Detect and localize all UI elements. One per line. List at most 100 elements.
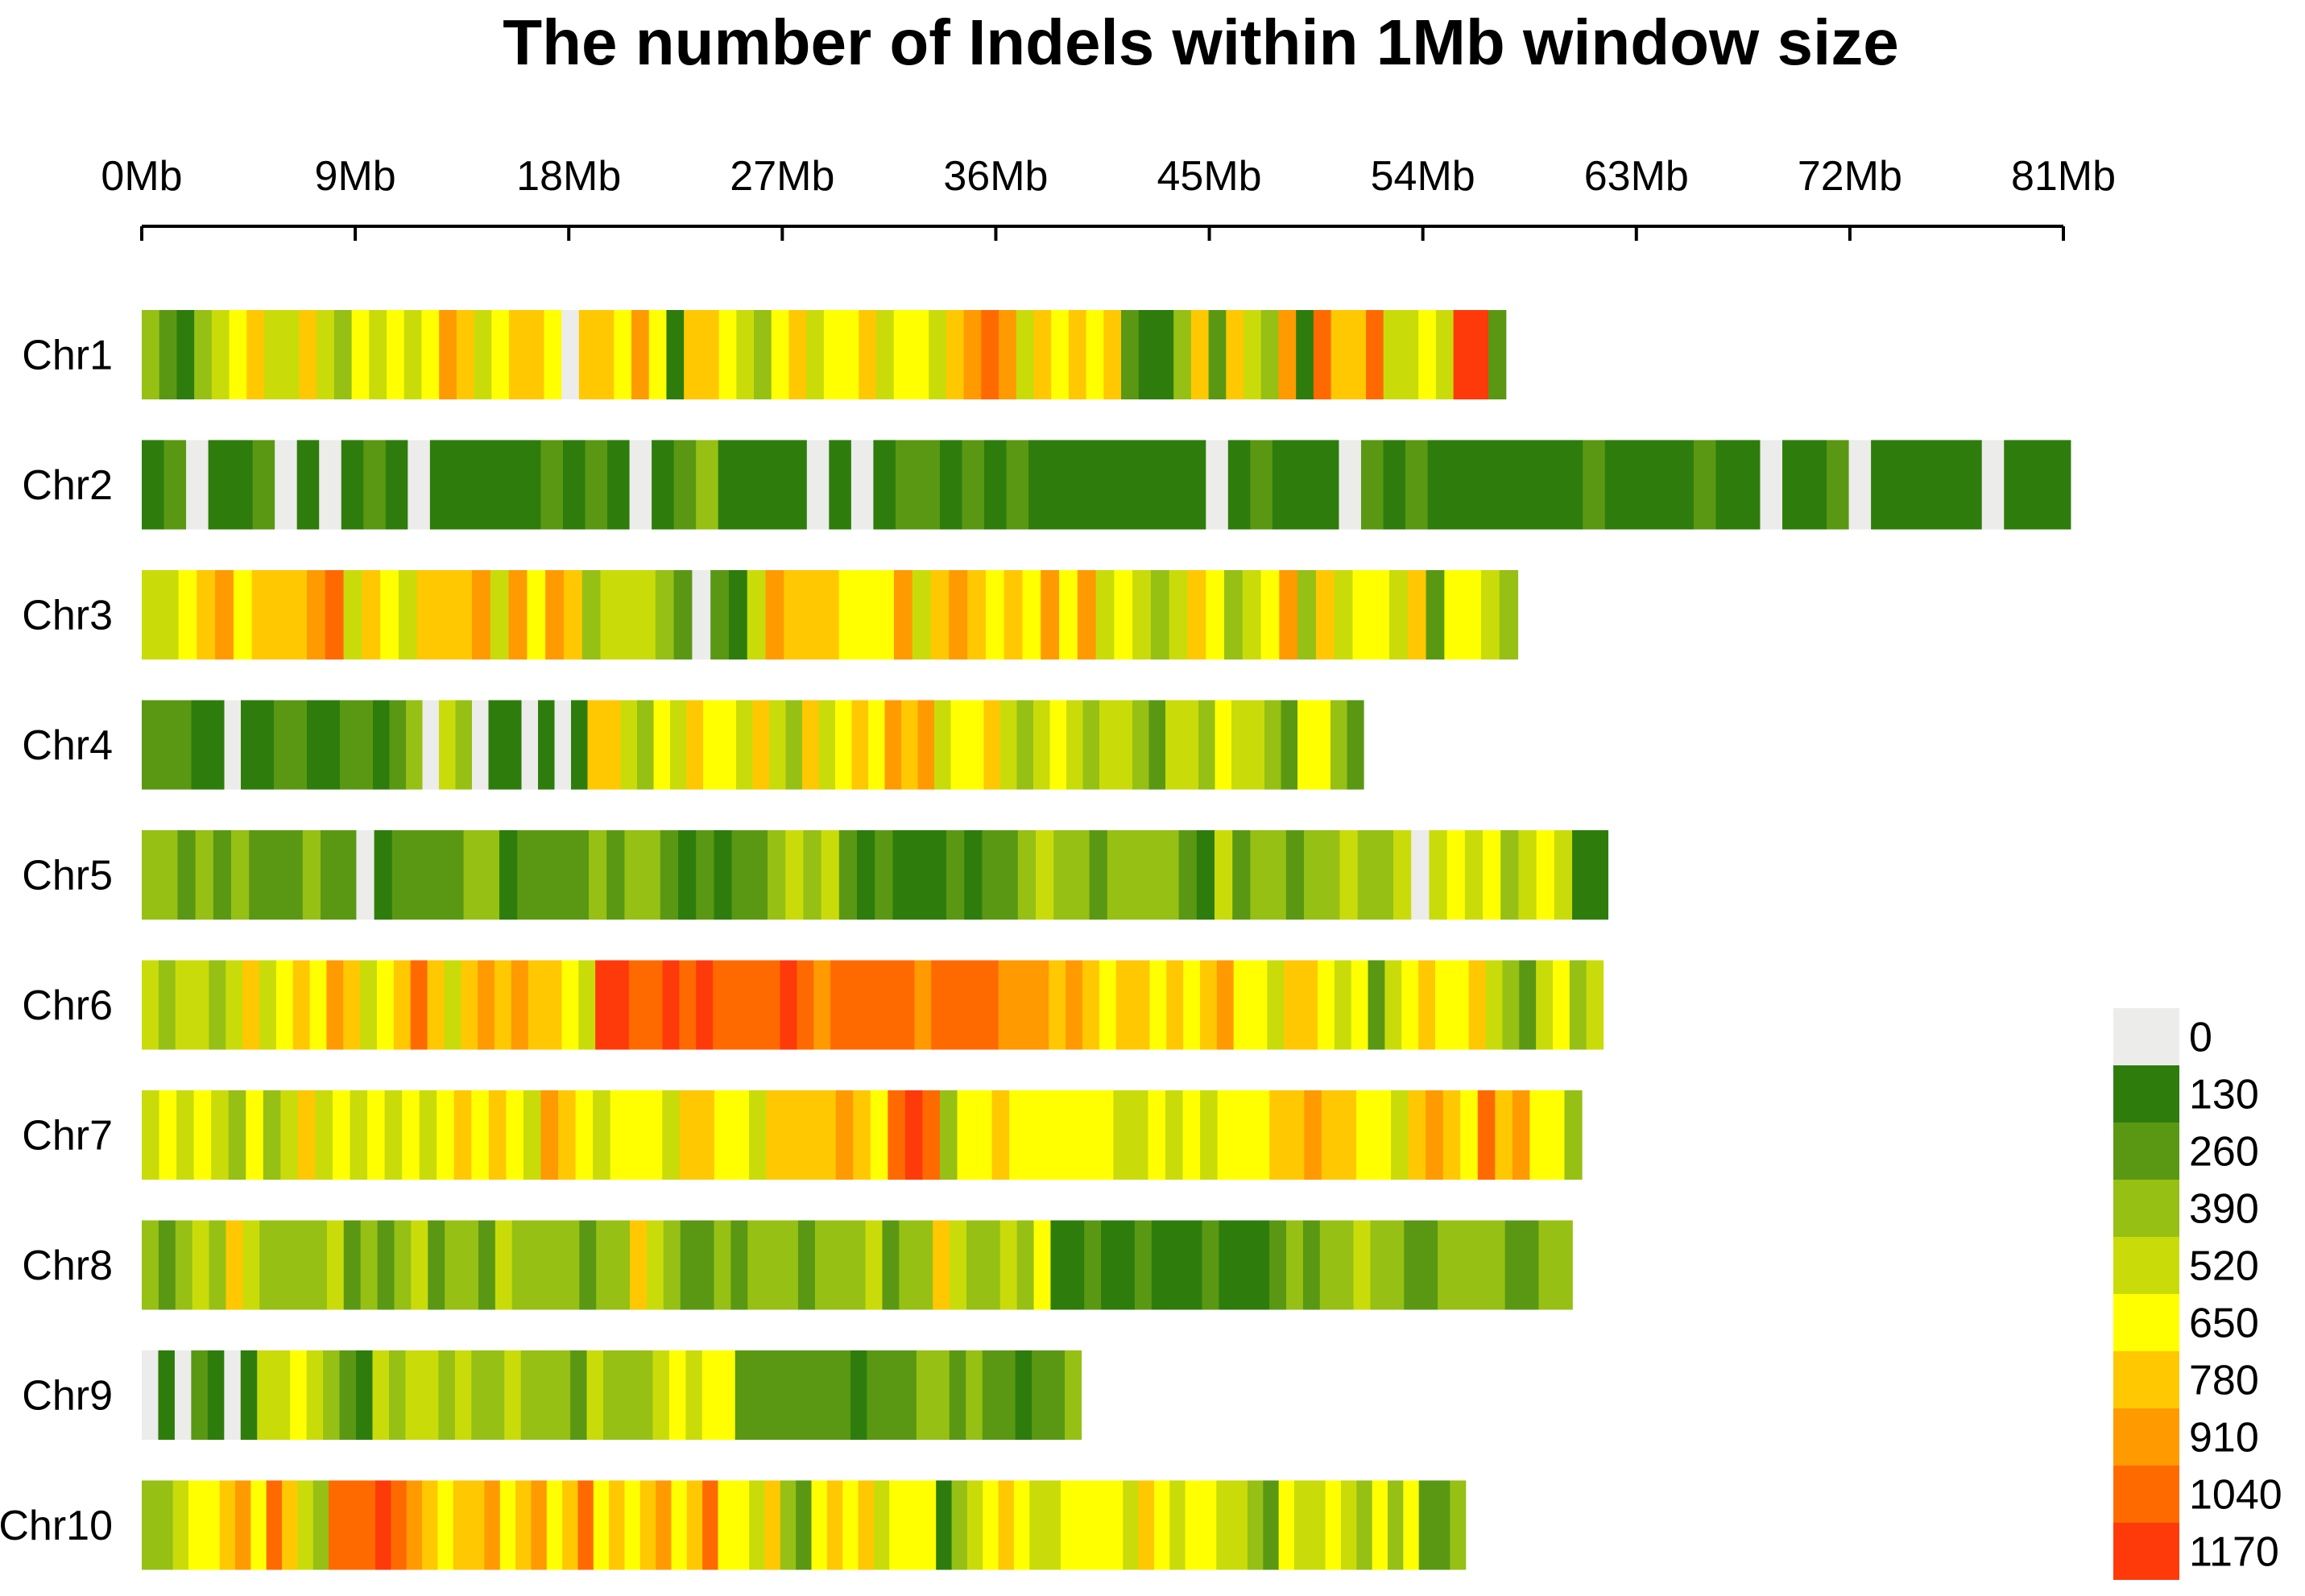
- bin-cell: [771, 310, 790, 399]
- bin-cell: [796, 1480, 813, 1570]
- bin-cell: [416, 570, 437, 659]
- bin-cell: [1138, 1480, 1155, 1570]
- bin-cell: [1132, 700, 1150, 790]
- bin-cell: [835, 1090, 854, 1180]
- bin-cell: [740, 440, 764, 530]
- bin-cell: [538, 700, 556, 790]
- bin-cell: [577, 1480, 594, 1570]
- bin-cell: [1183, 440, 1206, 530]
- bin-cell: [406, 700, 424, 790]
- bin-cell: [1196, 830, 1215, 920]
- bin-cell: [1103, 310, 1122, 399]
- bin-cell: [297, 1480, 314, 1570]
- color-legend: 0 130 260 390 520 650 780 910 1040 1170: [2113, 1008, 2282, 1580]
- bin-cell: [1202, 1220, 1220, 1310]
- bin-cell: [428, 830, 447, 920]
- bin-cell: [752, 700, 770, 790]
- bin-cell: [546, 1480, 563, 1570]
- bin-cell: [1156, 310, 1174, 399]
- bin-cell: [1375, 830, 1394, 920]
- bin-cell: [1339, 440, 1362, 530]
- bin-cell: [1235, 1090, 1253, 1180]
- bin-cell: [1206, 570, 1225, 659]
- bin-cell: [195, 830, 214, 920]
- bin-cell: [1348, 310, 1367, 399]
- bin-cell: [521, 700, 539, 790]
- bin-cell: [1113, 1090, 1132, 1180]
- bin-cell: [554, 700, 572, 790]
- bin-cell: [1235, 1220, 1253, 1310]
- bin-cell: [1250, 830, 1269, 920]
- bin-cell: [1099, 700, 1117, 790]
- bin-cell: [1296, 310, 1314, 399]
- bin-cell: [528, 960, 546, 1050]
- bin-cell: [662, 960, 681, 1050]
- bin-cell: [1281, 700, 1298, 790]
- bin-cell: [453, 570, 473, 659]
- bin-cell: [1384, 960, 1402, 1050]
- bin-cell: [410, 960, 428, 1050]
- bin-cell: [1089, 830, 1108, 920]
- bin-cell: [1393, 830, 1412, 920]
- bin-cell: [653, 700, 671, 790]
- bin-cell: [1215, 830, 1233, 920]
- bin-cell: [917, 700, 935, 790]
- legend-swatch: [2113, 1237, 2179, 1294]
- bin-cell: [850, 440, 874, 530]
- bin-cell: [1231, 1480, 1248, 1570]
- legend-swatch: [2113, 1523, 2179, 1580]
- bin-cell: [930, 570, 950, 659]
- bin-cell: [309, 960, 328, 1050]
- bin-cell: [1477, 1090, 1496, 1180]
- bin-cell: [892, 830, 912, 920]
- bin-cell: [1053, 830, 1073, 920]
- bin-cell: [1216, 960, 1235, 1050]
- bin-cell: [1373, 1090, 1392, 1180]
- bin-cell: [339, 1350, 357, 1440]
- bin-cell: [402, 1090, 420, 1180]
- bin-cell: [589, 830, 607, 920]
- bin-cell: [671, 1480, 688, 1570]
- bin-cell: [899, 1220, 917, 1310]
- bin-cell: [781, 1220, 799, 1310]
- bin-cell: [982, 830, 1001, 920]
- bin-cell: [1190, 310, 1210, 399]
- bin-cell: [445, 1220, 462, 1310]
- bin-cell: [936, 1480, 953, 1570]
- bin-cell: [662, 1090, 681, 1180]
- bin-cell: [561, 310, 580, 399]
- bin-cell: [1061, 1090, 1079, 1180]
- bin-cell: [660, 830, 679, 920]
- bin-cell: [474, 310, 492, 399]
- bin-cell: [398, 570, 418, 659]
- bin-cell: [284, 830, 304, 920]
- bin-cell: [142, 1090, 160, 1180]
- bin-cell: [193, 1090, 212, 1180]
- bin-cell: [882, 1220, 900, 1310]
- bin-cell: [1231, 700, 1249, 790]
- bin-cell: [1782, 440, 1806, 530]
- legend-swatch: [2113, 1008, 2179, 1065]
- bin-cell: [177, 830, 197, 920]
- bin-cell: [1082, 960, 1100, 1050]
- bin-cell: [487, 1350, 505, 1440]
- bin-cell: [966, 1220, 984, 1310]
- bin-cell: [571, 700, 589, 790]
- bin-cell: [326, 960, 344, 1050]
- bin-cell: [1178, 830, 1198, 920]
- bin-cell: [780, 1480, 797, 1570]
- bin-cell: [517, 830, 536, 920]
- bin-cell: [1150, 570, 1170, 659]
- bin-cell: [175, 700, 192, 790]
- bin-cell: [1391, 1090, 1409, 1180]
- bin-cell: [811, 1480, 828, 1570]
- bin-cell: [1185, 1220, 1203, 1310]
- bin-cell: [394, 1220, 412, 1310]
- x-tick-label: 45Mb: [1157, 153, 1262, 200]
- bin-cell: [686, 700, 704, 790]
- bin-cell: [1383, 310, 1402, 399]
- bin-cell: [637, 570, 656, 659]
- bin-cell: [991, 1090, 1010, 1180]
- bin-cell: [511, 960, 529, 1050]
- bin-cell: [508, 570, 528, 659]
